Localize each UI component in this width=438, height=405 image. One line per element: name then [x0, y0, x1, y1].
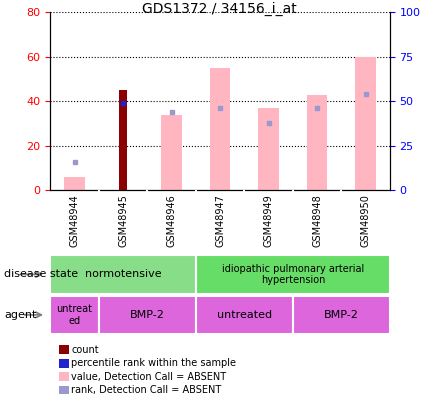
Bar [119, 90, 127, 190]
Text: GSM48947: GSM48947 [215, 194, 225, 247]
Bar [196, 255, 390, 294]
Bar [99, 296, 196, 334]
Bar [258, 108, 279, 190]
Bar [50, 255, 196, 294]
Text: idiopathic pulmonary arterial
hypertension: idiopathic pulmonary arterial hypertensi… [222, 264, 364, 285]
Text: GSM48948: GSM48948 [312, 194, 322, 247]
Text: agent: agent [4, 310, 37, 320]
Text: disease state: disease state [4, 269, 78, 279]
Bar [307, 95, 327, 190]
Bar [50, 296, 99, 334]
Text: untreat
ed: untreat ed [57, 304, 92, 326]
Text: GDS1372 / 34156_i_at: GDS1372 / 34156_i_at [141, 2, 297, 16]
Text: GSM48945: GSM48945 [118, 194, 128, 247]
Text: GSM48944: GSM48944 [70, 194, 80, 247]
Text: percentile rank within the sample: percentile rank within the sample [71, 358, 237, 368]
Text: untreated: untreated [217, 310, 272, 320]
Text: BMP-2: BMP-2 [130, 310, 165, 320]
Bar [64, 177, 85, 190]
Text: BMP-2: BMP-2 [324, 310, 359, 320]
Bar [196, 296, 293, 334]
Bar [293, 296, 390, 334]
Text: rank, Detection Call = ABSENT: rank, Detection Call = ABSENT [71, 385, 222, 395]
Bar [162, 115, 182, 190]
Text: GSM48949: GSM48949 [264, 194, 274, 247]
Text: normotensive: normotensive [85, 269, 162, 279]
Text: GSM48950: GSM48950 [360, 194, 371, 247]
Text: GSM48946: GSM48946 [166, 194, 177, 247]
Bar [355, 57, 376, 190]
Text: value, Detection Call = ABSENT: value, Detection Call = ABSENT [71, 372, 226, 382]
Bar [210, 68, 230, 190]
Text: count: count [71, 345, 99, 355]
